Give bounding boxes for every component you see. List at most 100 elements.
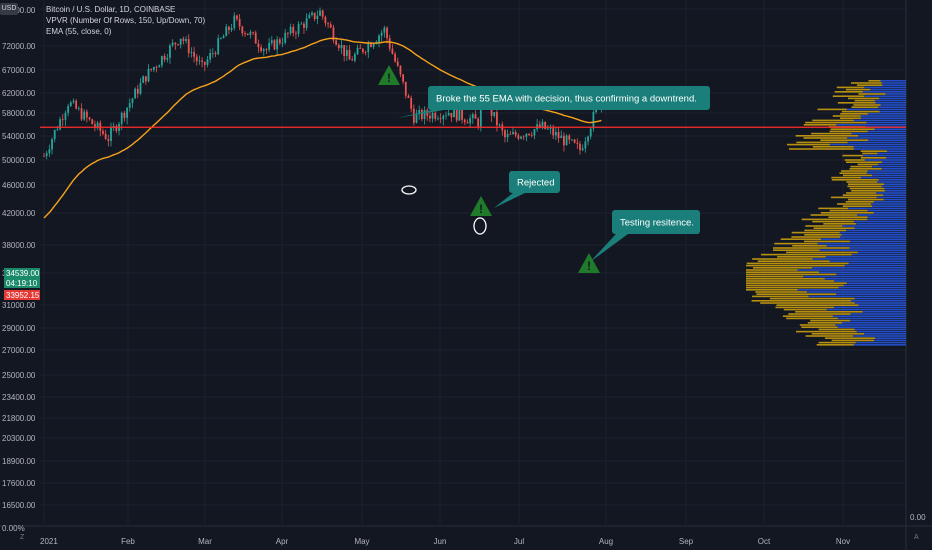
candle-body <box>303 23 305 28</box>
price-axis[interactable]: 80000.00 72000.00 67000.00 62000.00 58000.00… <box>2 6 926 533</box>
candle-body <box>324 16 327 24</box>
candle-body <box>174 42 177 45</box>
volume-profile-up-bar <box>871 165 906 168</box>
volume-profile-up-bar <box>878 106 906 108</box>
volume-profile-up-bar <box>856 330 906 333</box>
volume-profile-down-bar <box>746 262 849 265</box>
volume-profile-down-bar <box>812 119 854 122</box>
volume-profile-up-bar <box>837 326 906 328</box>
countdown-badge-bg <box>4 278 40 288</box>
volume-profile-up-bar <box>864 86 906 89</box>
time-tick-label: May <box>354 537 369 546</box>
volume-profile-up-bar <box>881 82 906 84</box>
legend-vpvr[interactable]: VPVR (Number Of Rows, 150, Up/Down, 70) <box>46 16 206 25</box>
time-tick-label: Jul <box>514 537 524 546</box>
volume-profile-up-bar <box>840 236 906 238</box>
volume-profile-down-bar <box>746 273 837 276</box>
candle-body <box>474 114 477 119</box>
callout-pointer <box>494 193 525 208</box>
candle-body <box>270 40 273 43</box>
time-tick-label: Feb <box>121 537 135 546</box>
candle-body <box>88 117 91 120</box>
volume-profile-up-bar <box>884 190 906 192</box>
volume-profile-up-bar <box>818 271 906 273</box>
auto-scale-button[interactable]: A <box>914 534 919 541</box>
volume-profile-up-bar <box>839 231 906 234</box>
volume-profile-down-bar <box>804 229 847 232</box>
candle-body <box>219 38 222 39</box>
volume-profile-down-bar <box>810 319 851 322</box>
drawn-circle <box>401 185 417 195</box>
candle-body <box>152 66 155 70</box>
volume-profile-up-bar <box>829 260 906 262</box>
candle-body <box>587 136 589 142</box>
candle-body <box>512 132 514 135</box>
candle-body <box>431 112 434 119</box>
candle-body <box>402 74 405 82</box>
volume-profile-down-bar <box>832 115 861 117</box>
volume-profile-up-bar <box>864 159 906 161</box>
candle-body <box>517 135 520 139</box>
volume-profile-up-bar <box>886 157 906 159</box>
volume-profile-down-bar <box>795 330 857 333</box>
candle-body <box>308 14 311 19</box>
volume-profile-down-bar <box>829 130 868 133</box>
time-axis[interactable]: 2021 Feb Mar Apr May Jun Jul Aug Sep Oct Nov <box>40 537 850 546</box>
volume-profile-up-bar <box>850 313 906 315</box>
volume-profile-down-bar <box>783 308 827 311</box>
candle-body <box>187 39 190 54</box>
volume-profile-up-bar <box>867 218 906 221</box>
volume-profile-down-bar <box>846 192 877 194</box>
volume-profile-up-bar <box>873 201 906 203</box>
candle-body <box>541 121 544 128</box>
candle-body <box>77 108 80 109</box>
candle-body <box>244 33 246 35</box>
candle-body <box>423 109 426 119</box>
price-tick-label: 46000.00 <box>2 181 36 190</box>
volume-profile-down-bar <box>848 183 885 185</box>
volume-profile-down-bar <box>752 258 813 260</box>
price-tick-label: 21800.00 <box>2 414 36 423</box>
volume-profile-down-bar <box>801 218 868 221</box>
candle-body <box>420 109 423 119</box>
candle-body <box>514 132 517 136</box>
time-tick-label: Nov <box>836 537 850 546</box>
candle-body <box>193 52 195 57</box>
volume-profile-down-bar <box>782 315 833 317</box>
volume-profile-up-bar <box>858 304 906 306</box>
volume-profile-up-bar <box>876 196 906 199</box>
volume-profile-down-bar <box>834 91 863 93</box>
candle-body <box>479 106 482 127</box>
volume-profile-down-bar <box>756 293 836 295</box>
candle-body <box>80 108 83 120</box>
volume-profile-down-bar <box>839 117 862 119</box>
candle-body <box>238 18 241 27</box>
candle-body <box>297 23 300 34</box>
currency-chip[interactable]: USD <box>0 3 18 15</box>
candle-body <box>579 143 581 151</box>
volume-profile-up-bar <box>853 148 906 150</box>
annotation-callout: Broke the 55 EMA with decision, thus con… <box>397 86 710 118</box>
zoom-reset-button[interactable]: Z <box>20 534 25 541</box>
volume-profile-down-bar <box>757 260 830 262</box>
candle-body <box>493 112 496 116</box>
volume-profile-up-bar <box>819 249 906 251</box>
callout-box <box>612 210 700 234</box>
candle-body <box>356 47 359 55</box>
callout-text: Broke the 55 EMA with decision, thus con… <box>436 94 697 105</box>
candle-body <box>289 26 292 34</box>
candle-body <box>520 136 522 139</box>
volume-profile-up-bar <box>797 289 906 291</box>
candle-body <box>329 24 332 28</box>
candle-body <box>292 26 295 33</box>
volume-profile-down-bar <box>849 168 882 170</box>
volume-profile-up-bar <box>842 225 906 227</box>
volume-profile-up-bar <box>862 154 906 157</box>
volume-profile-up-bar <box>884 187 906 190</box>
legend-ema[interactable]: EMA (55, close, 0) <box>46 27 112 36</box>
candle-body <box>345 49 348 56</box>
candle-body <box>370 43 372 47</box>
volume-profile-up-bar <box>847 141 906 144</box>
